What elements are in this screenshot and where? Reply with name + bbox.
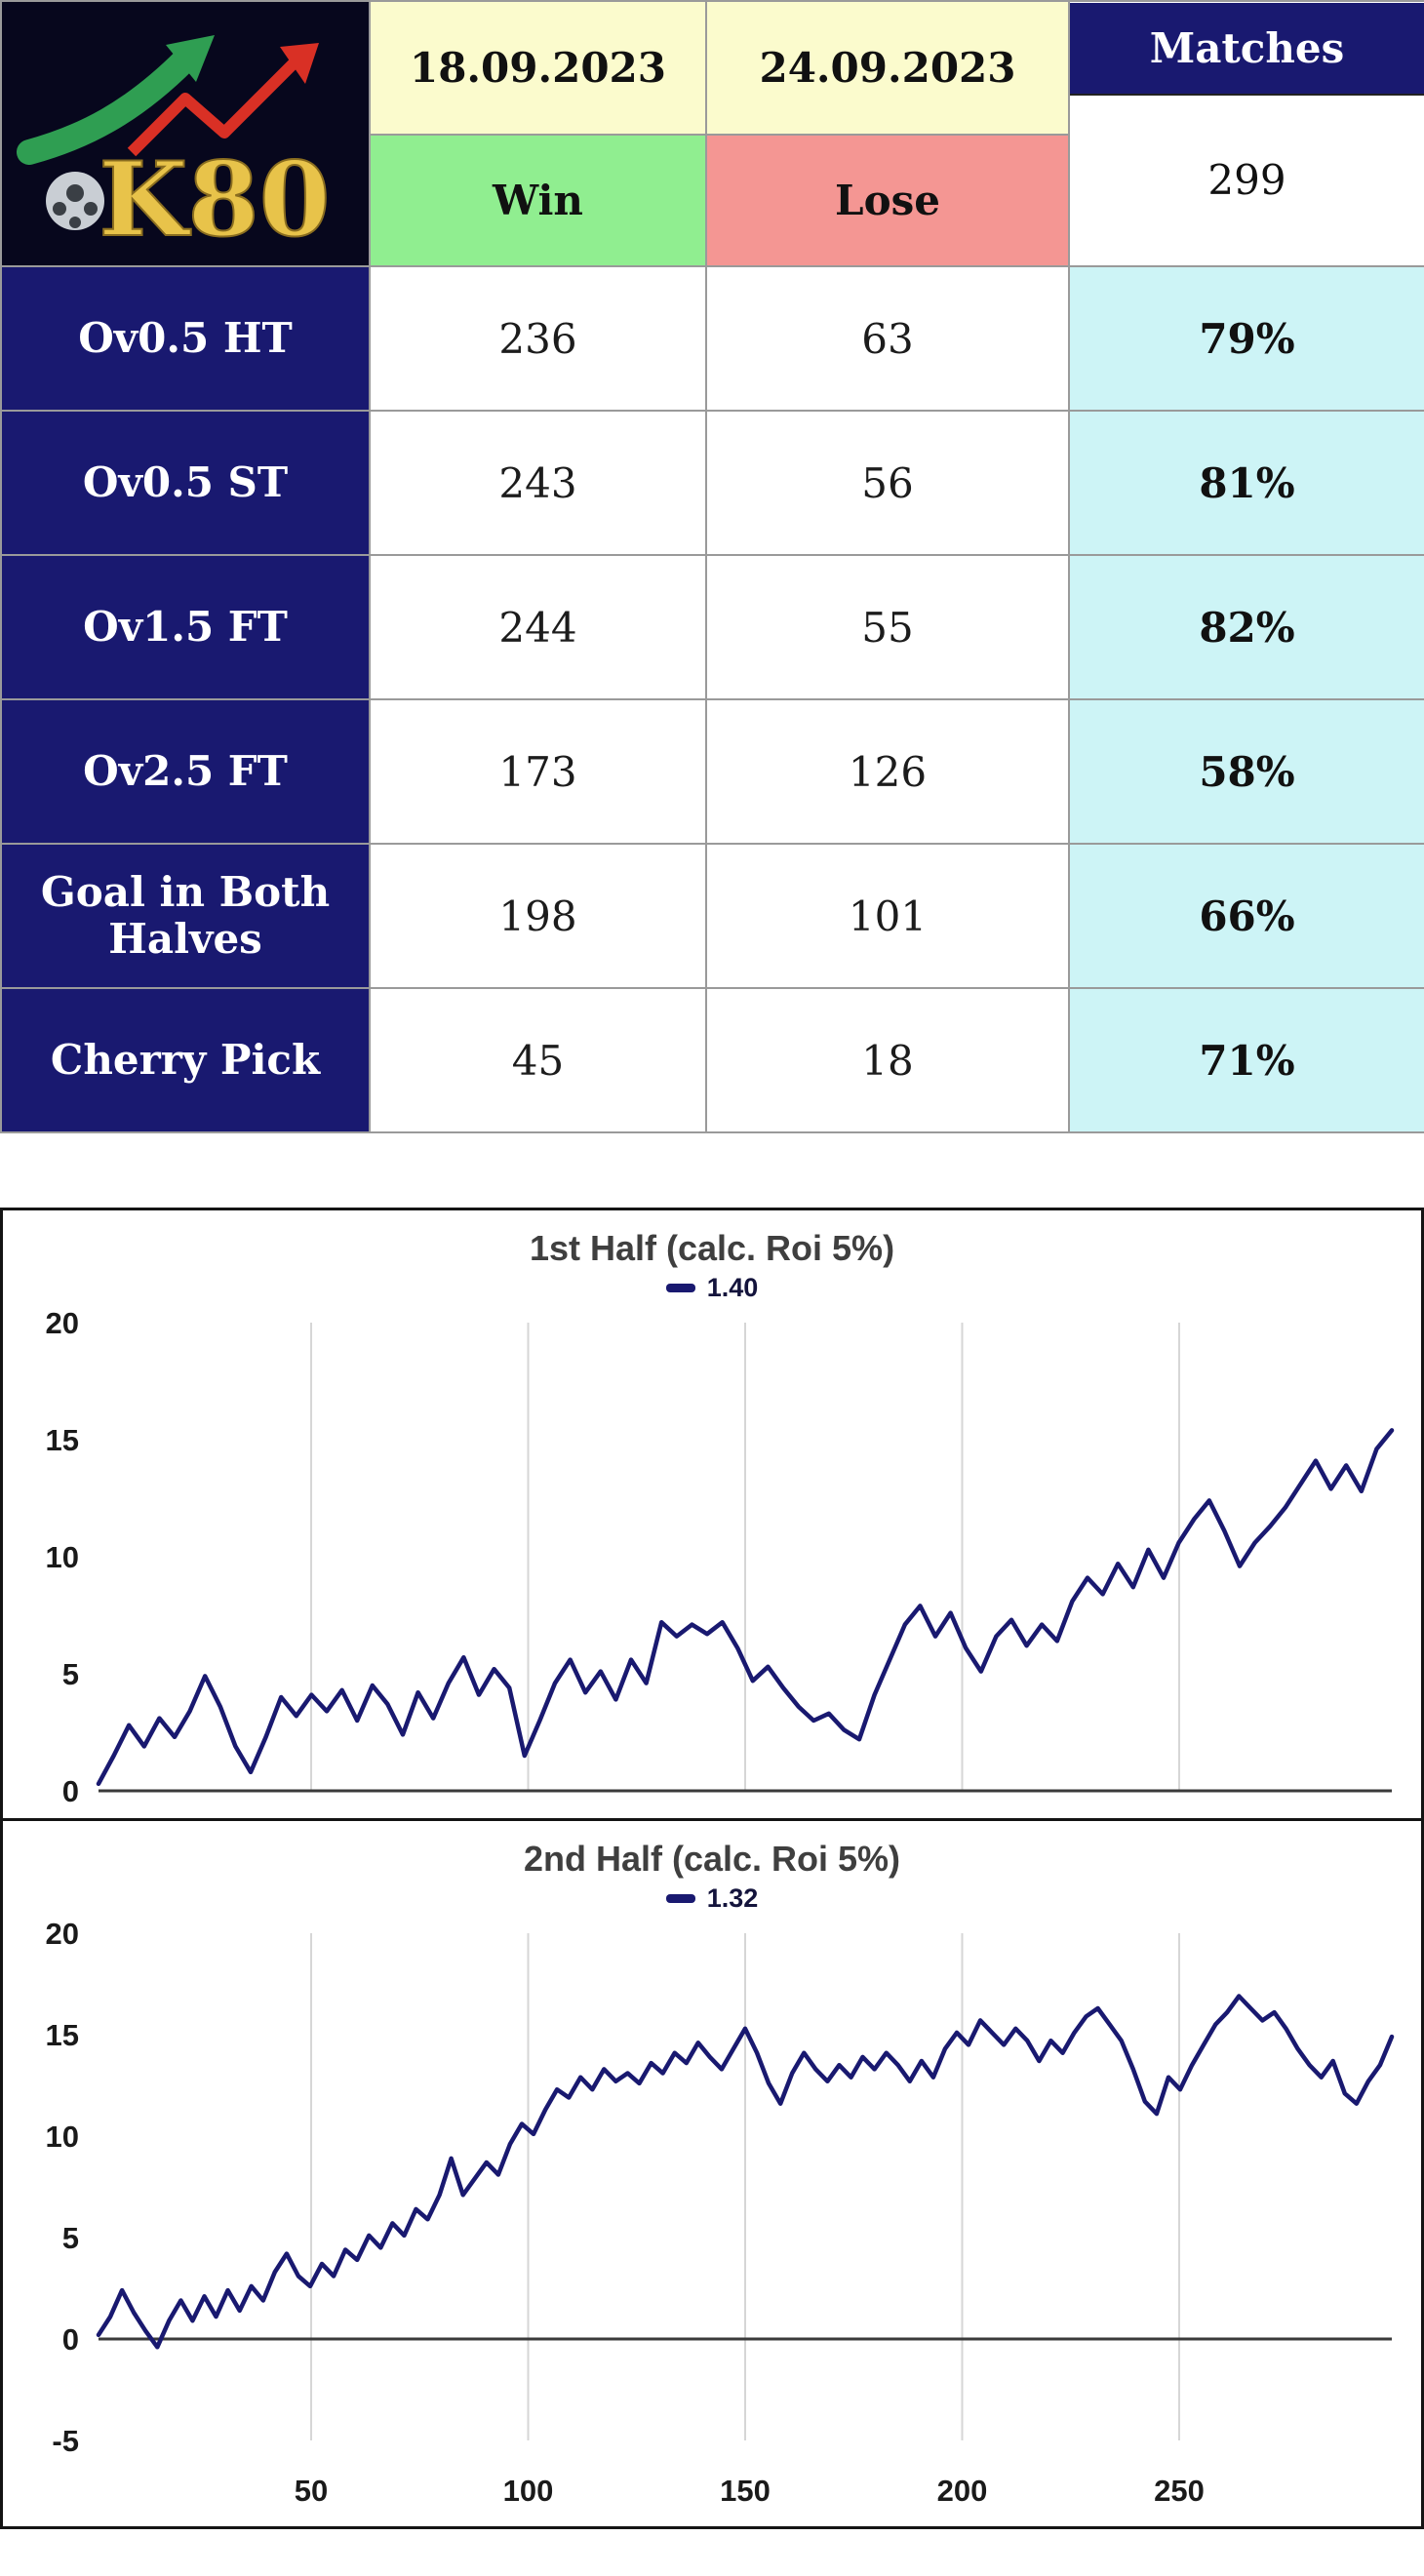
svg-text:10: 10 [46, 1540, 79, 1574]
lose-value: 18 [705, 987, 1070, 1133]
logo-text: K80 [99, 139, 330, 259]
row-label-ov15ft: Ov1.5 FT [0, 554, 371, 700]
matches-header: Matches [1070, 3, 1424, 96]
svg-text:0: 0 [62, 1774, 79, 1808]
pct-value: 79% [1068, 265, 1424, 412]
svg-text:15: 15 [46, 2018, 79, 2052]
chart-second-half: 2nd Half (calc. Roi 5%) 1.32 -5 0 5 10 15 20 5… [0, 1818, 1424, 2529]
chart-legend: 1.40 [3, 1273, 1421, 1303]
svg-text:20: 20 [46, 1306, 79, 1340]
svg-text:100: 100 [503, 2474, 554, 2508]
svg-text:-5: -5 [52, 2424, 79, 2458]
date-start: 18.09.2023 [369, 0, 707, 136]
win-value: 243 [369, 410, 707, 556]
table-row: Ov1.5 FT 244 55 82% [0, 554, 1424, 700]
lose-header: Lose [705, 134, 1070, 267]
legend-value: 1.40 [706, 1273, 759, 1302]
row-label-cherry-pick: Cherry Pick [0, 987, 371, 1133]
pct-value: 71% [1068, 987, 1424, 1133]
spacer [0, 1133, 1424, 1208]
win-value: 244 [369, 554, 707, 700]
k80-logo: K80 [2, 2, 369, 265]
chart-legend: 1.32 [3, 1883, 1421, 1914]
chart-first-half: 1st Half (calc. Roi 5%) 1.40 0 5 10 15 20 [0, 1208, 1424, 1821]
logo-cell: K80 [0, 0, 371, 267]
chart-title: 1st Half (calc. Roi 5%) [529, 1228, 895, 1268]
matches-count: 299 [1207, 156, 1286, 204]
red-arrow-icon [127, 55, 302, 157]
table-row: Cherry Pick 45 18 71% [0, 987, 1424, 1133]
stats-table: K80 18.09.2023 24.09.2023 Matches 299 Wi… [0, 0, 1424, 1133]
legend-value: 1.32 [706, 1883, 759, 1913]
pct-value: 66% [1068, 843, 1424, 989]
win-value: 236 [369, 265, 707, 412]
svg-text:250: 250 [1154, 2474, 1205, 2508]
lose-value: 56 [705, 410, 1070, 556]
svg-text:20: 20 [46, 1917, 79, 1951]
pct-value: 81% [1068, 410, 1424, 556]
svg-text:150: 150 [720, 2474, 771, 2508]
pct-value: 58% [1068, 698, 1424, 845]
row-label-ov05st: Ov0.5 ST [0, 410, 371, 556]
green-arrow-icon [17, 47, 198, 165]
svg-text:5: 5 [62, 1657, 79, 1691]
lose-value: 126 [705, 698, 1070, 845]
svg-text:5: 5 [62, 2221, 79, 2255]
table-row: Ov0.5 HT 236 63 79% [0, 265, 1424, 412]
row-label-ov05ht: Ov0.5 HT [0, 265, 371, 412]
svg-text:10: 10 [46, 2120, 79, 2154]
matches-cell: Matches 299 [1068, 0, 1424, 267]
legend-line-icon [665, 1894, 695, 1903]
svg-text:200: 200 [937, 2474, 988, 2508]
k80-logo-graphic: K80 [5, 6, 366, 261]
win-value: 45 [369, 987, 707, 1133]
lose-value: 55 [705, 554, 1070, 700]
table-row: Ov0.5 ST 243 56 81% [0, 410, 1424, 556]
svg-text:15: 15 [46, 1423, 79, 1457]
win-header: Win [369, 134, 707, 267]
line-chart-first-half: 0 5 10 15 20 [46, 1306, 1395, 1808]
table-row: Ov2.5 FT 173 126 58% [0, 698, 1424, 845]
svg-text:50: 50 [295, 2474, 328, 2508]
win-value: 198 [369, 843, 707, 989]
chart-title: 2nd Half (calc. Roi 5%) [523, 1839, 901, 1879]
table-row: Goal in Both Halves 198 101 66% [0, 843, 1424, 989]
row-label-goal-both-halves: Goal in Both Halves [0, 843, 371, 989]
date-end: 24.09.2023 [705, 0, 1070, 136]
pct-value: 82% [1068, 554, 1424, 700]
line-chart-second-half: -5 0 5 10 15 20 50 100 150 200 250 [46, 1917, 1395, 2508]
lose-value: 101 [705, 843, 1070, 989]
lose-value: 63 [705, 265, 1070, 412]
svg-text:0: 0 [62, 2322, 79, 2357]
row-label-ov25ft: Ov2.5 FT [0, 698, 371, 845]
win-value: 173 [369, 698, 707, 845]
legend-line-icon [665, 1284, 695, 1292]
